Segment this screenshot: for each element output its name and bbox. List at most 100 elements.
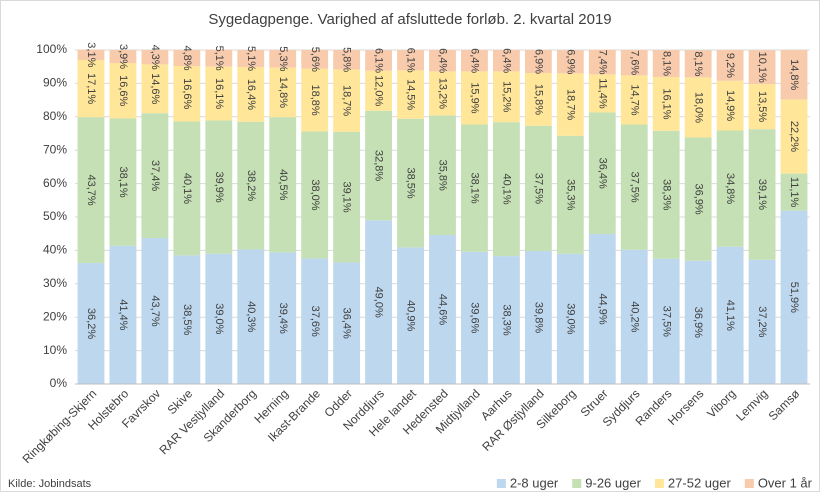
bar-segment [237, 121, 265, 250]
value-label: 3,1% [85, 42, 97, 67]
value-label: 44,9% [596, 293, 608, 324]
bar-segment [269, 252, 297, 384]
value-label: 5,6% [309, 47, 321, 72]
bar-segment [780, 173, 808, 211]
bar-segment [77, 117, 105, 264]
bar-segment [365, 110, 393, 221]
value-label: 15,8% [532, 84, 544, 115]
bar-segment [269, 50, 297, 68]
bar-segment [748, 50, 776, 85]
value-label: 32,8% [373, 150, 385, 181]
value-label: 14,6% [149, 73, 161, 104]
bar-segment [109, 118, 137, 246]
value-label: 37,6% [309, 306, 321, 337]
value-label: 22,2% [788, 121, 800, 152]
legend-label: 27-52 uger [668, 475, 732, 490]
value-label: 8,1% [692, 51, 704, 76]
value-label: 9,2% [724, 53, 736, 78]
bar-segment [780, 210, 808, 384]
y-tick-label: 90% [43, 76, 67, 90]
value-label: 10,1% [756, 52, 768, 83]
value-label: 5,1% [213, 46, 225, 71]
bar-segment [492, 71, 520, 123]
y-tick-label: 0% [50, 376, 68, 390]
bar-segment [205, 66, 233, 121]
value-label: 37,2% [756, 306, 768, 337]
value-label: 18,7% [564, 89, 576, 120]
value-label: 13,2% [437, 78, 449, 109]
bar-segment [301, 50, 329, 69]
bar-segment [77, 263, 105, 384]
value-label: 16,6% [181, 78, 193, 109]
value-label: 41,1% [724, 300, 736, 331]
value-label: 7,4% [596, 49, 608, 74]
bar-segment [461, 124, 488, 252]
bar-segment [429, 50, 456, 72]
bar-segment [173, 121, 201, 256]
bar-segment [652, 258, 680, 384]
value-label: 14,7% [628, 84, 640, 115]
bar-segment [333, 69, 361, 132]
bar-segment [365, 220, 393, 384]
value-label: 6,1% [373, 48, 385, 73]
value-label: 14,8% [277, 77, 289, 108]
legend-swatch [744, 479, 754, 488]
value-label: 43,7% [85, 175, 97, 206]
bar-segment [333, 50, 361, 70]
bar-segment [780, 50, 808, 100]
value-label: 7,6% [628, 50, 640, 75]
bar-segment [780, 99, 808, 174]
bar-segment [269, 67, 297, 118]
legend-label: Over 1 år [758, 475, 813, 490]
bar-segment [620, 50, 648, 76]
legend-label: 2-8 uger [510, 475, 559, 490]
bar-segment [109, 50, 137, 64]
value-label: 37,5% [660, 306, 672, 337]
value-label: 39,8% [532, 302, 544, 333]
value-label: 38,0% [309, 179, 321, 210]
value-label: 38,1% [117, 166, 129, 197]
chart-title: Sygedagpenge. Varighed af afsluttede for… [208, 11, 611, 28]
bar-segment [397, 118, 424, 248]
value-label: 11,1% [788, 177, 800, 208]
value-label: 51,9% [788, 282, 800, 313]
legend-swatch [496, 479, 506, 488]
value-label: 39,1% [341, 182, 353, 213]
bar-segment [141, 50, 169, 65]
bar-segment [269, 117, 297, 253]
value-label: 18,0% [692, 92, 704, 123]
value-label: 16,1% [660, 88, 672, 119]
y-tick-label: 80% [43, 109, 67, 123]
bar-segment [556, 253, 584, 384]
bar-segment [524, 50, 552, 74]
bar-segment [684, 50, 712, 78]
value-label: 14,8% [788, 59, 800, 90]
bar-segment [429, 235, 456, 384]
bar-segment [397, 50, 424, 71]
value-label: 37,5% [628, 172, 640, 203]
bar-segment [77, 60, 105, 118]
value-label: 6,9% [532, 49, 544, 74]
value-label: 12,0% [373, 75, 385, 106]
value-label: 17,1% [85, 73, 97, 104]
value-label: 38,5% [405, 167, 417, 198]
bar-segment [301, 131, 329, 259]
bar-segment [237, 67, 265, 122]
bar-segment [684, 77, 712, 138]
bar-segment [556, 50, 584, 74]
bar-segment [524, 73, 552, 126]
legend-label: 9-26 uger [585, 475, 641, 490]
value-label: 16,1% [213, 78, 225, 109]
y-tick-label: 20% [43, 309, 67, 323]
y-tick-label: 60% [43, 176, 67, 190]
bar-segment [429, 115, 456, 236]
value-label: 49,0% [373, 287, 385, 318]
bar-segment [492, 256, 520, 384]
bar-segment [620, 75, 648, 125]
bar-segment [524, 125, 552, 252]
bar-segment [205, 253, 233, 384]
value-label: 5,8% [341, 47, 353, 72]
value-label: 18,7% [341, 85, 353, 116]
value-label: 4,8% [181, 45, 193, 70]
